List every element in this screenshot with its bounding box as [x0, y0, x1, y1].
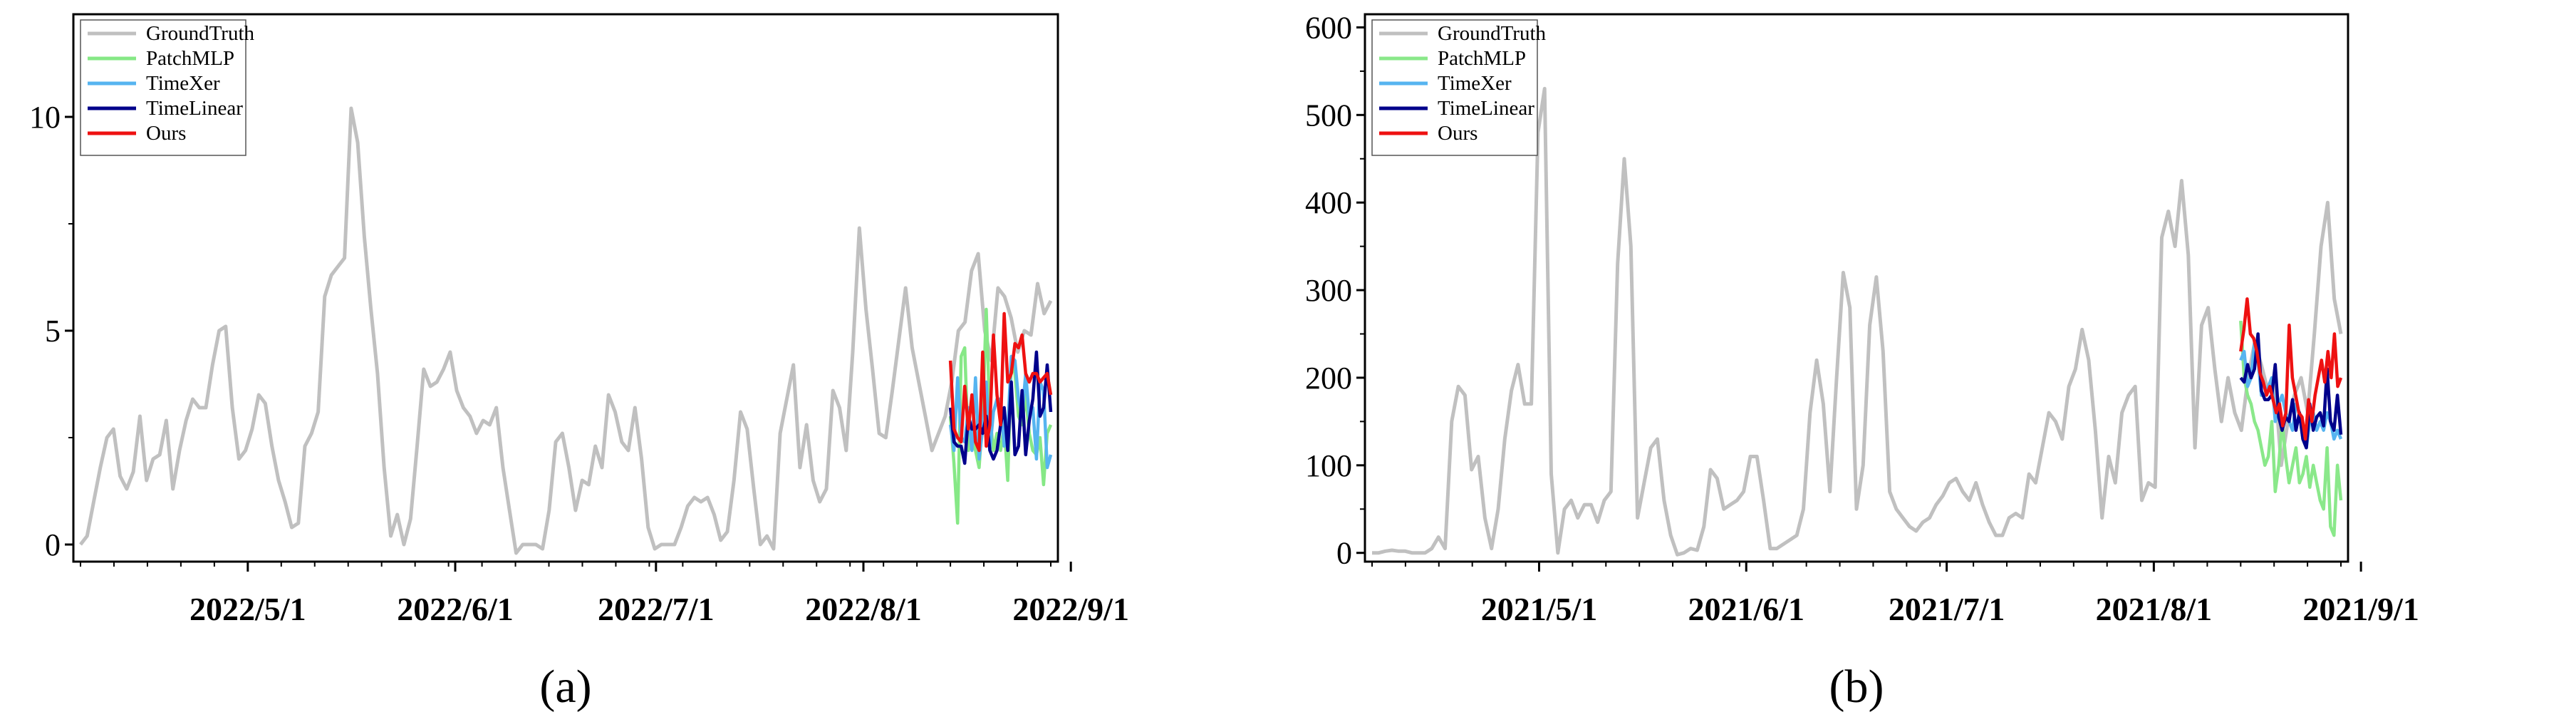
chart-b-ytick-label: 200: [1305, 361, 1352, 396]
chart-b-series-groundtruth: [1372, 86, 2343, 557]
chart-b-plot-frame: [1364, 13, 2349, 563]
chart-a-xtick-label: 2022/9/1: [1012, 591, 1129, 627]
chart-a-legend-label: PatchMLP: [146, 47, 234, 70]
chart-a-legend-label: GroundTruth: [146, 22, 255, 45]
chart-b-xtick-label: 2021/6/1: [1688, 591, 1804, 627]
chart-b-ytick-label: 500: [1305, 98, 1352, 133]
chart-a-plot-frame: [72, 13, 1059, 563]
chart-b-series-patchmlp: [2239, 320, 2343, 537]
chart-b-legend-label: GroundTruth: [1438, 22, 1547, 45]
chart-b-legend-label: TimeXer: [1438, 72, 1512, 95]
chart-a-legend-label: Ours: [146, 122, 186, 145]
chart-b-ytick-label: 600: [1305, 10, 1352, 45]
chart-b-ytick-label: 400: [1305, 185, 1352, 220]
chart-a-series-groundtruth: [79, 106, 1053, 555]
chart-a-xtick-label: 2022/5/1: [189, 591, 306, 627]
chart-b-series-timelinear: [2239, 332, 2343, 450]
chart-b-series-ours: [2239, 297, 2343, 441]
chart-b-legend-label: Ours: [1438, 122, 1477, 145]
chart-b-xtick-label: 2021/5/1: [1481, 591, 1598, 627]
chart-b-xtick-label: 2021/9/1: [2302, 591, 2419, 627]
chart-a-caption: (a): [539, 661, 591, 713]
chart-a-xtick-label: 2022/7/1: [598, 591, 715, 627]
chart-a-ytick-label: 5: [45, 314, 61, 349]
chart-a-ytick-label: 10: [29, 100, 61, 135]
chart-a-legend-label: TimeXer: [146, 72, 220, 95]
chart-b-xtick-label: 2021/8/1: [2096, 591, 2213, 627]
chart-panel-a: 0 5 10 2022/5/1 2022/6/1 2022/7/1 2022/8/1 2022…: [29, 13, 1129, 713]
chart-b-legend-label: TimeLinear: [1438, 97, 1534, 120]
chart-panel-b: 0 100 200 300 400 500 600 2021/5/1 2021/6/1 2021/…: [1288, 0, 2576, 722]
chart-b-caption: (b): [1829, 661, 1884, 713]
chart-b-legend-label: PatchMLP: [1438, 47, 1526, 70]
chart-a-xtick-label: 2022/6/1: [397, 591, 514, 627]
chart-a-legend-label: TimeLinear: [146, 97, 243, 120]
chart-a-series-ours: [948, 311, 1053, 453]
chart-b-xtick-label: 2021/7/1: [1889, 591, 2005, 627]
chart-b-ytick-label: 300: [1305, 273, 1352, 308]
chart-a-xtick-label: 2022/8/1: [805, 591, 922, 627]
chart-b-ytick-label: 0: [1336, 536, 1352, 571]
chart-a-svg: 0 5 10 2022/5/1 2022/6/1 2022/7/1 2022/8/1 2022…: [29, 13, 1129, 713]
chart-b-svg: 0 100 200 300 400 500 600 2021/5/1 2021/6/1 2021/…: [1305, 10, 2419, 713]
chart-a-ytick-label: 0: [45, 527, 61, 562]
chart-b-ytick-label: 100: [1305, 448, 1352, 483]
